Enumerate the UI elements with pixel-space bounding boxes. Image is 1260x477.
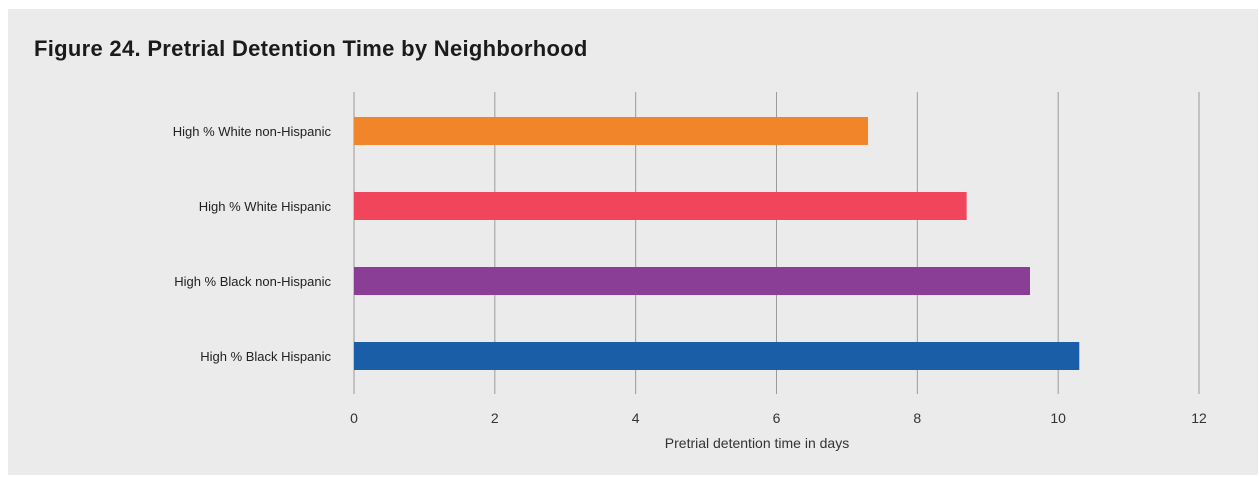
chart-title: Figure 24. Pretrial Detention Time by Ne… (34, 36, 588, 61)
bar (354, 117, 869, 145)
category-label: High % Black non-Hispanic (174, 274, 331, 289)
category-label: High % Black Hispanic (200, 349, 331, 364)
category-label: High % White Hispanic (199, 199, 332, 214)
chart-panel (8, 9, 1258, 475)
x-tick-label: 12 (1191, 410, 1207, 426)
x-tick-label: 8 (913, 410, 921, 426)
x-tick-label: 6 (773, 410, 781, 426)
bar (354, 192, 967, 220)
x-tick-label: 2 (491, 410, 499, 426)
x-tick-label: 4 (632, 410, 640, 426)
x-tick-labels: 0 2 4 6 8 10 12 (350, 410, 1207, 426)
category-label: High % White non-Hispanic (173, 124, 332, 139)
x-tick-label: 0 (350, 410, 358, 426)
category-labels: High % White non-Hispanic High % White Hi… (173, 124, 332, 364)
bar (354, 267, 1030, 295)
x-axis-title: Pretrial detention time in days (665, 435, 849, 451)
bars (354, 117, 1080, 370)
bar (354, 342, 1080, 370)
x-tick-label: 10 (1050, 410, 1066, 426)
